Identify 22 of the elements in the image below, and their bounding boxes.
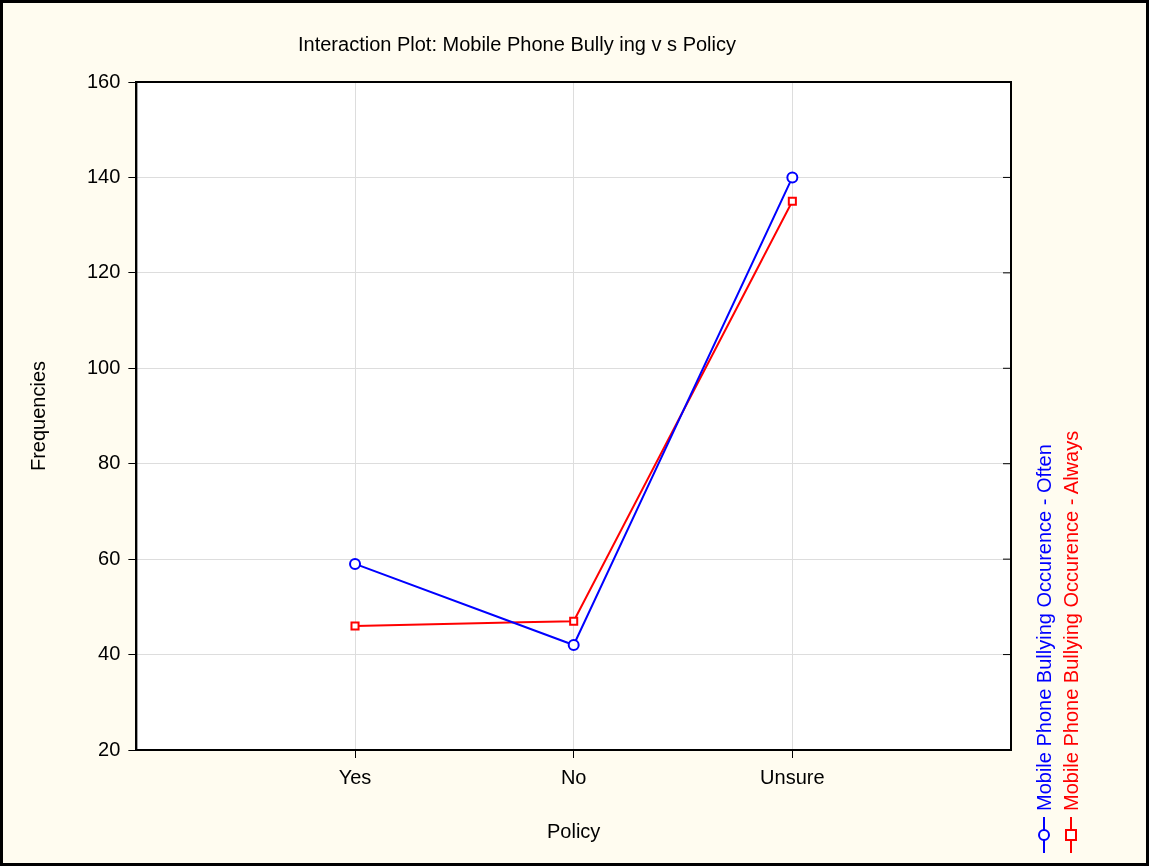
point — [569, 616, 579, 626]
y-tick-label: 60 — [98, 546, 121, 569]
x-tick-label: Unsure — [760, 765, 825, 788]
text: Mobile Phone Bullying Occurence - Often — [1033, 444, 1056, 811]
x-tick-label: Yes — [338, 765, 372, 788]
y-tick-label: 20 — [98, 737, 121, 760]
point — [350, 621, 360, 631]
point — [786, 171, 799, 184]
text: Mobile Phone Bullying Occurence - Always — [1060, 430, 1083, 811]
y-tick-label: 120 — [86, 260, 121, 283]
y-tick-label: 140 — [86, 164, 121, 187]
y-tick-label: 40 — [98, 642, 121, 665]
y-axis-title: Frequencies — [26, 360, 49, 472]
y-tick-label: 160 — [86, 69, 121, 92]
y-tick-label: 80 — [98, 451, 121, 474]
y-tick-label: 100 — [86, 355, 121, 378]
point — [349, 557, 362, 570]
chart-title: Interaction Plot: Mobile Phone Bully ing v s Policy — [298, 32, 736, 55]
point — [787, 196, 797, 206]
x-tick-label: No — [560, 765, 587, 788]
point — [567, 639, 580, 652]
x-axis-title: Policy — [547, 819, 601, 842]
